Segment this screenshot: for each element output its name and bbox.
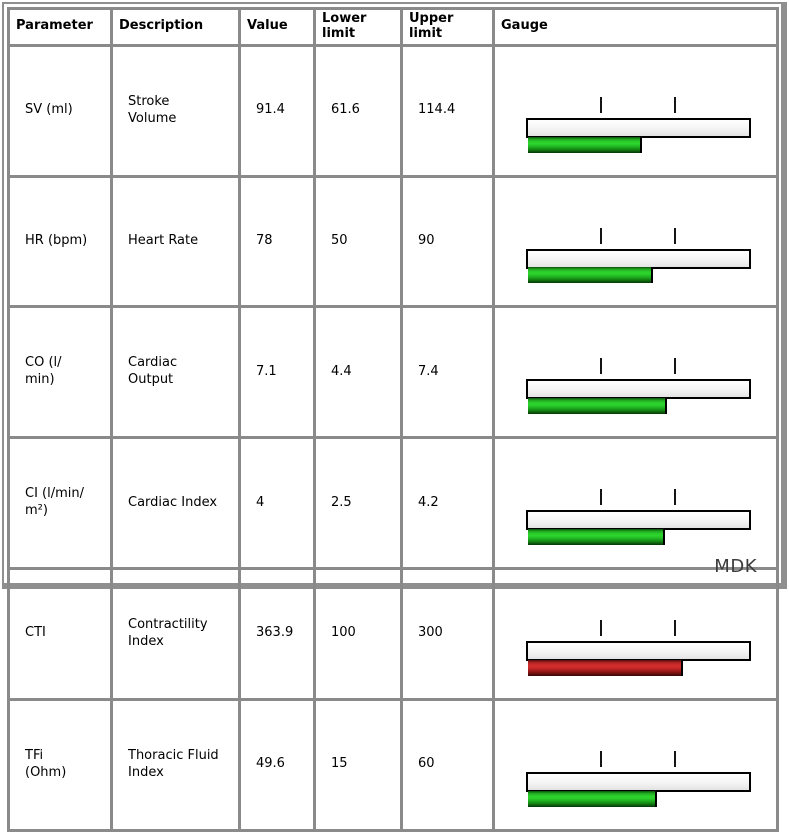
- mdk-watermark: MDK: [714, 556, 757, 577]
- parameter-row: HR (bpm) Heart Rate 78 50 90: [7, 174, 779, 309]
- gauge-ticks: [526, 96, 751, 113]
- parameter-row: SV (ml) Stroke Volume 91.4 61.6 114.4: [7, 43, 779, 178]
- gauge-cell: [492, 697, 779, 832]
- gauge-ticks: [526, 750, 751, 767]
- hemodynamic-parameters-table: Parameter Description Value Lower limit …: [7, 7, 779, 832]
- gauge-bar: [526, 510, 751, 545]
- gauge-ticks: [526, 227, 751, 244]
- description-cell: Cardiac Output: [110, 305, 241, 440]
- upper-limit-cell: 300: [400, 567, 495, 701]
- upper-limit-tick-icon: [674, 227, 677, 244]
- parameter-cell: CO (l/ min): [7, 305, 113, 440]
- gauge: [510, 327, 773, 417]
- upper-limit-tick-icon: [674, 358, 677, 375]
- gauge-ticks: [526, 619, 751, 636]
- lower-limit-cell: 100: [313, 567, 403, 701]
- upper-limit-cell: 60: [400, 697, 495, 832]
- column-header-gauge: Gauge: [492, 7, 779, 47]
- parameter-row: CO (l/ min) Cardiac Output 7.1 4.4 7.4: [7, 305, 779, 440]
- lower-limit-tick-icon: [599, 227, 602, 244]
- description-cell: Heart Rate: [110, 174, 241, 309]
- gauge-cell: [492, 43, 779, 178]
- lower-limit-tick-icon: [599, 750, 602, 767]
- description-cell: Cardiac Index: [110, 436, 241, 570]
- value-cell: 7.1: [238, 305, 316, 440]
- lower-limit-tick-icon: [599, 96, 602, 113]
- value-cell: 49.6: [238, 697, 316, 832]
- gauge-ticks: [526, 489, 751, 506]
- upper-limit-tick-icon: [674, 489, 677, 506]
- gauge-cell: [492, 305, 779, 440]
- gauge-bar: [526, 117, 751, 153]
- upper-limit-tick-icon: [674, 96, 677, 113]
- header-row: Parameter Description Value Lower limit …: [7, 7, 779, 47]
- gauge-fill: [528, 790, 658, 807]
- parameter-row: CTI Contractility Index 363.9 100 300: [7, 567, 779, 701]
- description-cell: Contractility Index: [110, 567, 241, 701]
- gauge-bar: [526, 771, 751, 807]
- lower-limit-tick-icon: [599, 358, 602, 375]
- upper-limit-cell: 7.4: [400, 305, 495, 440]
- lower-limit-cell: 61.6: [313, 43, 403, 178]
- column-header-lower-limit: Lower limit: [313, 7, 403, 47]
- parameter-row: CI (l/min/ m²) Cardiac Index 4 2.5 4.2: [7, 436, 779, 570]
- gauge: [510, 197, 773, 287]
- gauge-cell: [492, 174, 779, 309]
- lower-limit-cell: 50: [313, 174, 403, 309]
- parameter-row: TFi (Ohm) Thoracic Fluid Index 49.6 15 6…: [7, 697, 779, 832]
- value-cell: 4: [238, 436, 316, 570]
- gauge-bar: [526, 248, 751, 284]
- gauge-bar: [526, 640, 751, 676]
- gauge-fill: [528, 529, 666, 545]
- upper-limit-cell: 90: [400, 174, 495, 309]
- gauge: [510, 458, 773, 548]
- gauge: [510, 66, 773, 156]
- value-cell: 91.4: [238, 43, 316, 178]
- column-header-upper-limit: Upper limit: [400, 7, 495, 47]
- description-cell: Stroke Volume: [110, 43, 241, 178]
- gauge-fill: [528, 136, 642, 153]
- lower-limit-tick-icon: [599, 619, 602, 636]
- upper-limit-tick-icon: [674, 750, 677, 767]
- gauge-fill: [528, 267, 653, 284]
- column-header-value: Value: [238, 7, 316, 47]
- gauge-cell: [492, 436, 779, 570]
- value-cell: 363.9: [238, 567, 316, 701]
- parameter-cell: SV (ml): [7, 43, 113, 178]
- lower-limit-cell: 2.5: [313, 436, 403, 570]
- gauge-bar: [526, 379, 751, 415]
- gauge: [510, 589, 773, 679]
- table-body: SV (ml) Stroke Volume 91.4 61.6 114.4 HR…: [7, 43, 779, 832]
- gauge-ticks: [526, 358, 751, 375]
- lower-limit-cell: 4.4: [313, 305, 403, 440]
- parameter-cell: HR (bpm): [7, 174, 113, 309]
- gauge-fill: [528, 659, 683, 676]
- upper-limit-cell: 114.4: [400, 43, 495, 178]
- description-cell: Thoracic Fluid Index: [110, 697, 241, 832]
- lower-limit-tick-icon: [599, 489, 602, 506]
- lower-limit-cell: 15: [313, 697, 403, 832]
- column-header-description: Description: [110, 7, 241, 47]
- parameter-cell: CI (l/min/ m²): [7, 436, 113, 570]
- gauge-cell: [492, 567, 779, 701]
- upper-limit-cell: 4.2: [400, 436, 495, 570]
- value-cell: 78: [238, 174, 316, 309]
- column-header-parameter: Parameter: [7, 7, 113, 47]
- gauge-fill: [528, 398, 668, 415]
- upper-limit-tick-icon: [674, 619, 677, 636]
- parameter-cell: CTI: [7, 567, 113, 701]
- gauge: [510, 720, 773, 810]
- parameter-cell: TFi (Ohm): [7, 697, 113, 832]
